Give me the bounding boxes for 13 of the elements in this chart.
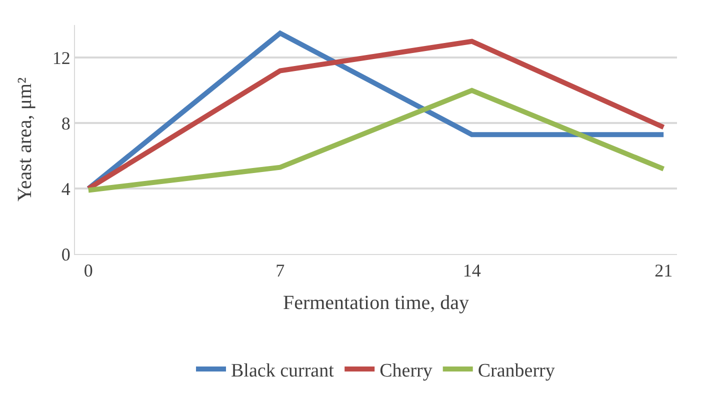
x-tick-label: 0 (84, 260, 93, 281)
x-tick-label: 7 (276, 260, 285, 281)
y-axis-title: Yeast area, μm² (14, 77, 36, 202)
y-tick-label: 0 (61, 244, 70, 264)
y-tick-label: 12 (52, 48, 70, 68)
legend-label: Cranberry (478, 360, 556, 382)
x-axis-title: Fermentation time, day (282, 292, 470, 314)
y-tick-label: 8 (61, 113, 70, 134)
x-tick-label: 14 (462, 260, 481, 281)
y-tick-label: 4 (61, 178, 70, 199)
legend-label: Cherry (380, 360, 433, 382)
legend-label: Black currant (231, 360, 335, 382)
x-tick-label: 21 (654, 260, 673, 281)
